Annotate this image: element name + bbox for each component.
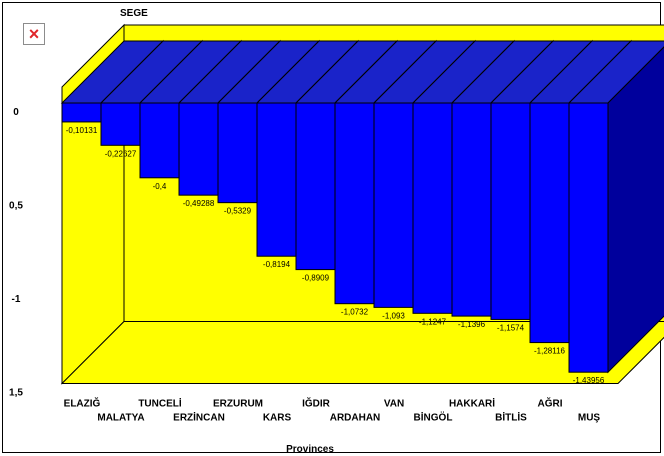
bar-front (373, 102, 414, 308)
data-label: -0,8909 (302, 274, 330, 283)
y-tick-label: 0 (13, 107, 19, 118)
data-label: -0,5329 (224, 207, 252, 216)
y-tick-label: 1,5 (9, 388, 23, 399)
bar-front (217, 102, 258, 204)
data-label: -0,4 (153, 182, 167, 191)
chart-floor (60, 321, 664, 384)
close-icon: × (28, 24, 40, 44)
data-label: -1,1396 (458, 320, 486, 329)
x-tick-label: KARS (263, 413, 292, 424)
x-tick-label: BİTLİS (495, 411, 527, 424)
bar-front (568, 102, 609, 373)
bar-front (61, 102, 102, 123)
bar-front (529, 102, 570, 344)
x-tick-label: ERZİNCAN (173, 411, 225, 424)
close-button[interactable]: × (23, 23, 45, 45)
x-tick-label: BİNGÖL (414, 411, 453, 424)
bar-front (490, 102, 531, 320)
data-label: -1,0732 (341, 308, 369, 317)
x-tick-label: AĞRI (538, 397, 563, 410)
y-tick-label: -1 (12, 294, 21, 305)
x-tick-label: ERZURUM (213, 399, 263, 410)
x-tick-label: HAKKARİ (449, 397, 495, 410)
bar (567, 40, 664, 374)
data-labels: -0,10131 -0,22627 -0,4 -0,49288 -0,5329 -0,81… (66, 126, 605, 385)
bar-front (295, 102, 336, 271)
bar-front (451, 102, 492, 317)
data-label: -1,093 (382, 311, 405, 320)
data-label: -1,43956 (573, 376, 605, 385)
bar-front (256, 102, 297, 257)
data-label: -0,10131 (66, 126, 98, 135)
x-tick-label: IĞDIR (302, 397, 331, 410)
data-label: -0,8194 (263, 260, 291, 269)
data-label: -0,22627 (105, 149, 137, 158)
x-tick-label: VAN (384, 399, 404, 410)
bar-front (178, 102, 219, 196)
x-tick-label: MUŞ (578, 413, 601, 424)
bar-front (139, 102, 180, 179)
bar-front (412, 102, 453, 314)
bar-series (60, 39, 664, 374)
bar-front (100, 102, 141, 146)
y-axis-ticks: 0 0,5 -1 1,5 (9, 107, 23, 399)
y-tick-label: 0,5 (9, 201, 23, 212)
data-label: -1,1574 (497, 323, 525, 332)
data-label: -0,49288 (183, 199, 215, 208)
chart-title: SEGE (120, 8, 148, 19)
x-tick-label: ARDAHAN (330, 413, 381, 424)
x-axis-title: Provinces (286, 444, 334, 455)
data-label: -1,28116 (534, 347, 566, 356)
x-tick-label: MALATYA (97, 413, 144, 424)
data-label: -1,1247 (419, 317, 447, 326)
x-tick-label: TUNCELİ (138, 397, 182, 410)
x-tick-label: ELAZIĞ (64, 397, 101, 410)
bar-front (334, 102, 375, 305)
